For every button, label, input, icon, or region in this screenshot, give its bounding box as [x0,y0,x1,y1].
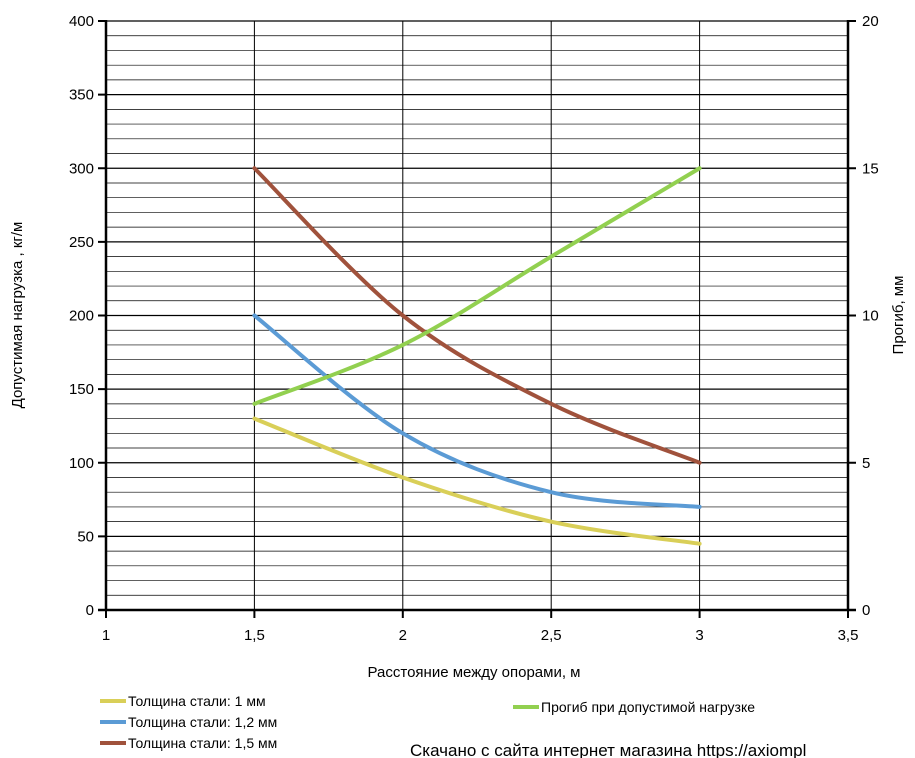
watermark-text: Скачано с сайта интернет магазина https:… [410,741,806,758]
y-left-tick-label: 100 [69,455,94,472]
legend-label: Толщина стали: 1,2 мм [128,714,277,730]
x-tick-label: 3 [695,627,703,644]
y-left-tick-label: 300 [69,160,94,177]
y-left-axis-title: Допустимая нагрузка , кг/м [9,222,26,409]
y-left-tick-label: 200 [69,308,94,325]
x-tick-label: 1 [102,627,110,644]
y-left-tick-label: 400 [69,13,94,30]
series-lines [252,166,702,546]
y-right-tick-label: 15 [862,160,879,177]
legend-label: Толщина стали: 1 мм [128,693,266,709]
y-left-tick-label: 50 [77,528,94,545]
legend-label: Толщина стали: 1,5 мм [128,735,277,751]
y-left-tick-label: 350 [69,87,94,104]
series-line-1 [252,416,702,546]
x-tick-label: 2,5 [541,627,562,644]
minor-gridlines [106,35,848,596]
series-line-3 [252,166,702,465]
y-right-tick-label: 10 [862,308,879,325]
tick-labels: 0 50 100 150 200 250 300 350 400 0 5 10 15 20 1 1,5 2 2,5… [69,13,879,644]
x-axis-title: Расстояние между опорами, м [368,664,581,681]
series-line-4 [252,166,702,406]
y-left-tick-label: 150 [69,381,94,398]
legend: Толщина стали: 1 мм Толщина стали: 1,2 мм… [100,693,755,751]
y-left-tick-label: 250 [69,234,94,251]
y-right-tick-label: 0 [862,602,870,619]
x-tick-label: 2 [399,627,407,644]
y-right-axis-title: Прогиб, мм [890,276,907,355]
y-left-tick-label: 0 [86,602,94,619]
y-right-tick-label: 20 [862,13,879,30]
y-right-tick-label: 5 [862,455,870,472]
series-line-2 [252,313,702,509]
major-gridlines [106,21,848,610]
legend-label: Прогиб при допустимой нагрузке [541,699,755,715]
x-tick-label: 3,5 [838,627,859,644]
x-tick-label: 1,5 [244,627,265,644]
